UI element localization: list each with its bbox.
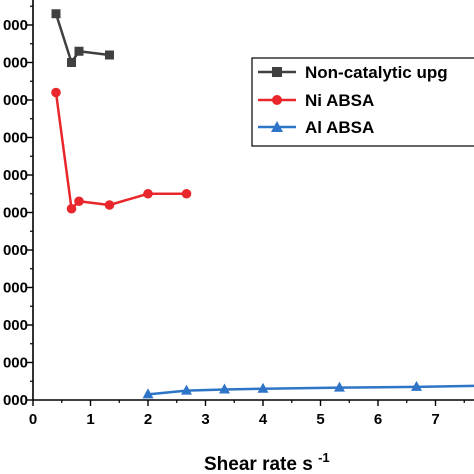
legend-label-al-absa: Al ABSA <box>305 118 374 137</box>
legend: Non-catalytic upg Ni ABSA Al ABSA <box>251 57 474 147</box>
data-point-al-absa <box>142 388 154 399</box>
legend-entry-al-absa: Al ABSA <box>258 118 374 137</box>
x-axis-title-main: Shear rate s <box>204 454 313 474</box>
data-point-ni-absa <box>74 196 84 207</box>
y-tick-label: 000 <box>3 92 28 109</box>
data-point-al-absa <box>218 383 230 394</box>
data-point-al-absa <box>257 382 269 393</box>
data-point-non-catalytic-upg <box>51 9 61 19</box>
x-axis-title-superscript: -1 <box>318 450 330 465</box>
x-axis-title: Shear rate s -1 <box>204 450 330 474</box>
x-tick-label: 4 <box>259 411 268 428</box>
y-tick-label: 000 <box>3 242 28 259</box>
series-line-ni-absa <box>54 92 187 210</box>
y-tick-label: 000 <box>3 130 28 147</box>
data-point-al-absa <box>333 381 345 392</box>
data-point-ni-absa <box>143 188 153 199</box>
legend-marker-non-catalytic <box>272 67 282 77</box>
y-tick-label: 000 <box>3 280 28 297</box>
legend-label-ni-absa: Ni ABSA <box>305 91 374 110</box>
legend-entry-non-catalytic: Non-catalytic upg <box>258 63 448 82</box>
legend-marker-ni-absa <box>272 95 282 105</box>
y-tick-label: 000 <box>3 317 28 334</box>
y-tick-label: 000 <box>3 355 28 372</box>
x-tick-label: 5 <box>316 411 324 428</box>
data-point-al-absa <box>411 380 423 391</box>
data-point-non-catalytic-upg <box>67 58 77 67</box>
y-tick-label: 000 <box>3 205 28 222</box>
legend-marker-al-absa <box>271 121 283 132</box>
legend-entry-ni-absa: Ni ABSA <box>258 91 374 110</box>
x-tick-label: 0 <box>29 411 37 428</box>
axes-layer: 0 1 2 3 4 5 6 7 000 000 000 000 000 000 000 000 000 000 00… <box>3 0 474 428</box>
x-tick-label: 7 <box>431 411 439 428</box>
x-tick-label: 6 <box>374 411 382 428</box>
y-tick-label: 000 <box>3 17 28 34</box>
series-line-non-catalytic-upg <box>54 13 110 64</box>
data-point-al-absa <box>181 384 193 395</box>
data-point-non-catalytic-upg <box>74 46 84 56</box>
data-point-ni-absa <box>51 87 61 98</box>
data-point-ni-absa <box>181 188 192 199</box>
y-tick-label: 000 <box>3 55 28 72</box>
y-tick-label: 000 <box>3 167 28 184</box>
series-line-al-absa <box>147 384 474 396</box>
x-tick-label: 1 <box>86 411 94 428</box>
series-layer <box>51 9 474 399</box>
legend-label-non-catalytic: Non-catalytic upg <box>305 63 448 82</box>
y-tick-label: 000 <box>3 392 28 409</box>
data-point-ni-absa <box>66 203 77 214</box>
data-point-non-catalytic-upg <box>104 50 114 60</box>
x-tick-label: 3 <box>201 411 209 428</box>
x-tick-label: 2 <box>144 411 152 428</box>
data-point-ni-absa <box>104 200 115 210</box>
